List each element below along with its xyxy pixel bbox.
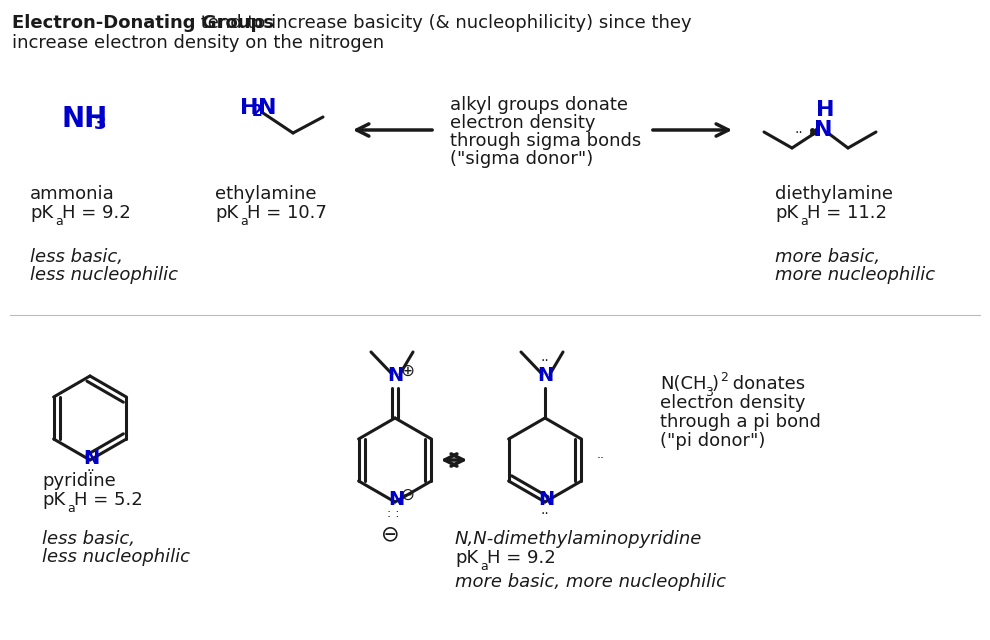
Text: ··: ··	[540, 354, 548, 368]
Text: N: N	[83, 449, 99, 468]
Text: H: H	[816, 100, 835, 120]
Text: H: H	[240, 98, 258, 118]
Text: NH: NH	[62, 105, 108, 133]
Text: pK: pK	[455, 549, 478, 567]
Text: H = 9.2: H = 9.2	[487, 549, 555, 567]
Text: through sigma bonds: through sigma bonds	[450, 132, 642, 150]
Text: ethylamine: ethylamine	[215, 185, 317, 203]
Text: increase electron density on the nitrogen: increase electron density on the nitroge…	[12, 34, 384, 52]
Text: ⊕: ⊕	[400, 362, 414, 380]
Text: ⊖: ⊖	[381, 524, 399, 544]
Text: diethylamine: diethylamine	[775, 185, 893, 203]
Text: N: N	[538, 490, 554, 509]
Text: less nucleophilic: less nucleophilic	[42, 548, 190, 566]
Text: a: a	[67, 502, 75, 515]
Text: pK: pK	[215, 204, 239, 222]
Text: ··: ··	[794, 126, 803, 140]
Text: a: a	[800, 215, 808, 228]
Text: through a pi bond: through a pi bond	[660, 413, 821, 431]
Text: 3: 3	[705, 386, 713, 399]
Text: N: N	[537, 366, 553, 385]
Text: N: N	[388, 490, 404, 509]
Text: N: N	[258, 98, 276, 118]
Text: a: a	[240, 215, 248, 228]
Text: 2: 2	[720, 371, 728, 384]
Text: ("sigma donor"): ("sigma donor")	[450, 150, 593, 168]
Text: Electron-Donating Groups: Electron-Donating Groups	[12, 14, 274, 32]
Text: pyridine: pyridine	[42, 472, 116, 490]
Text: a: a	[55, 215, 62, 228]
Text: donates: donates	[727, 375, 805, 393]
Text: H = 5.2: H = 5.2	[74, 491, 143, 509]
Text: N(CH: N(CH	[660, 375, 707, 393]
Text: 2: 2	[252, 104, 262, 119]
Text: electron density: electron density	[450, 114, 596, 132]
Text: more basic, more nucleophilic: more basic, more nucleophilic	[455, 573, 726, 591]
Text: ··: ··	[540, 507, 548, 521]
Text: ("pi donor"): ("pi donor")	[660, 432, 765, 450]
Text: H = 10.7: H = 10.7	[247, 204, 327, 222]
Text: N: N	[387, 366, 403, 385]
Text: N: N	[814, 120, 833, 140]
Text: ⊖: ⊖	[400, 486, 414, 504]
Text: ··: ··	[86, 464, 95, 478]
Text: electron density: electron density	[660, 394, 806, 412]
Text: : :: : :	[387, 507, 400, 520]
Text: N,N-dimethylaminopyridine: N,N-dimethylaminopyridine	[455, 530, 702, 548]
Text: pK: pK	[42, 491, 65, 509]
Text: less nucleophilic: less nucleophilic	[30, 266, 178, 284]
Text: a: a	[480, 560, 488, 573]
Text: H = 11.2: H = 11.2	[807, 204, 887, 222]
Text: ammonia: ammonia	[30, 185, 115, 203]
Text: tend to increase basicity (& nucleophilicity) since they: tend to increase basicity (& nucleophili…	[195, 14, 692, 32]
Text: ··: ··	[597, 452, 605, 465]
Text: ): )	[712, 375, 719, 393]
Text: less basic,: less basic,	[42, 530, 135, 548]
Text: 3: 3	[94, 115, 107, 133]
Text: more nucleophilic: more nucleophilic	[775, 266, 936, 284]
Text: more basic,: more basic,	[775, 248, 880, 266]
Text: pK: pK	[30, 204, 53, 222]
Text: less basic,: less basic,	[30, 248, 123, 266]
Text: pK: pK	[775, 204, 798, 222]
Text: H = 9.2: H = 9.2	[62, 204, 131, 222]
Text: alkyl groups donate: alkyl groups donate	[450, 96, 628, 114]
